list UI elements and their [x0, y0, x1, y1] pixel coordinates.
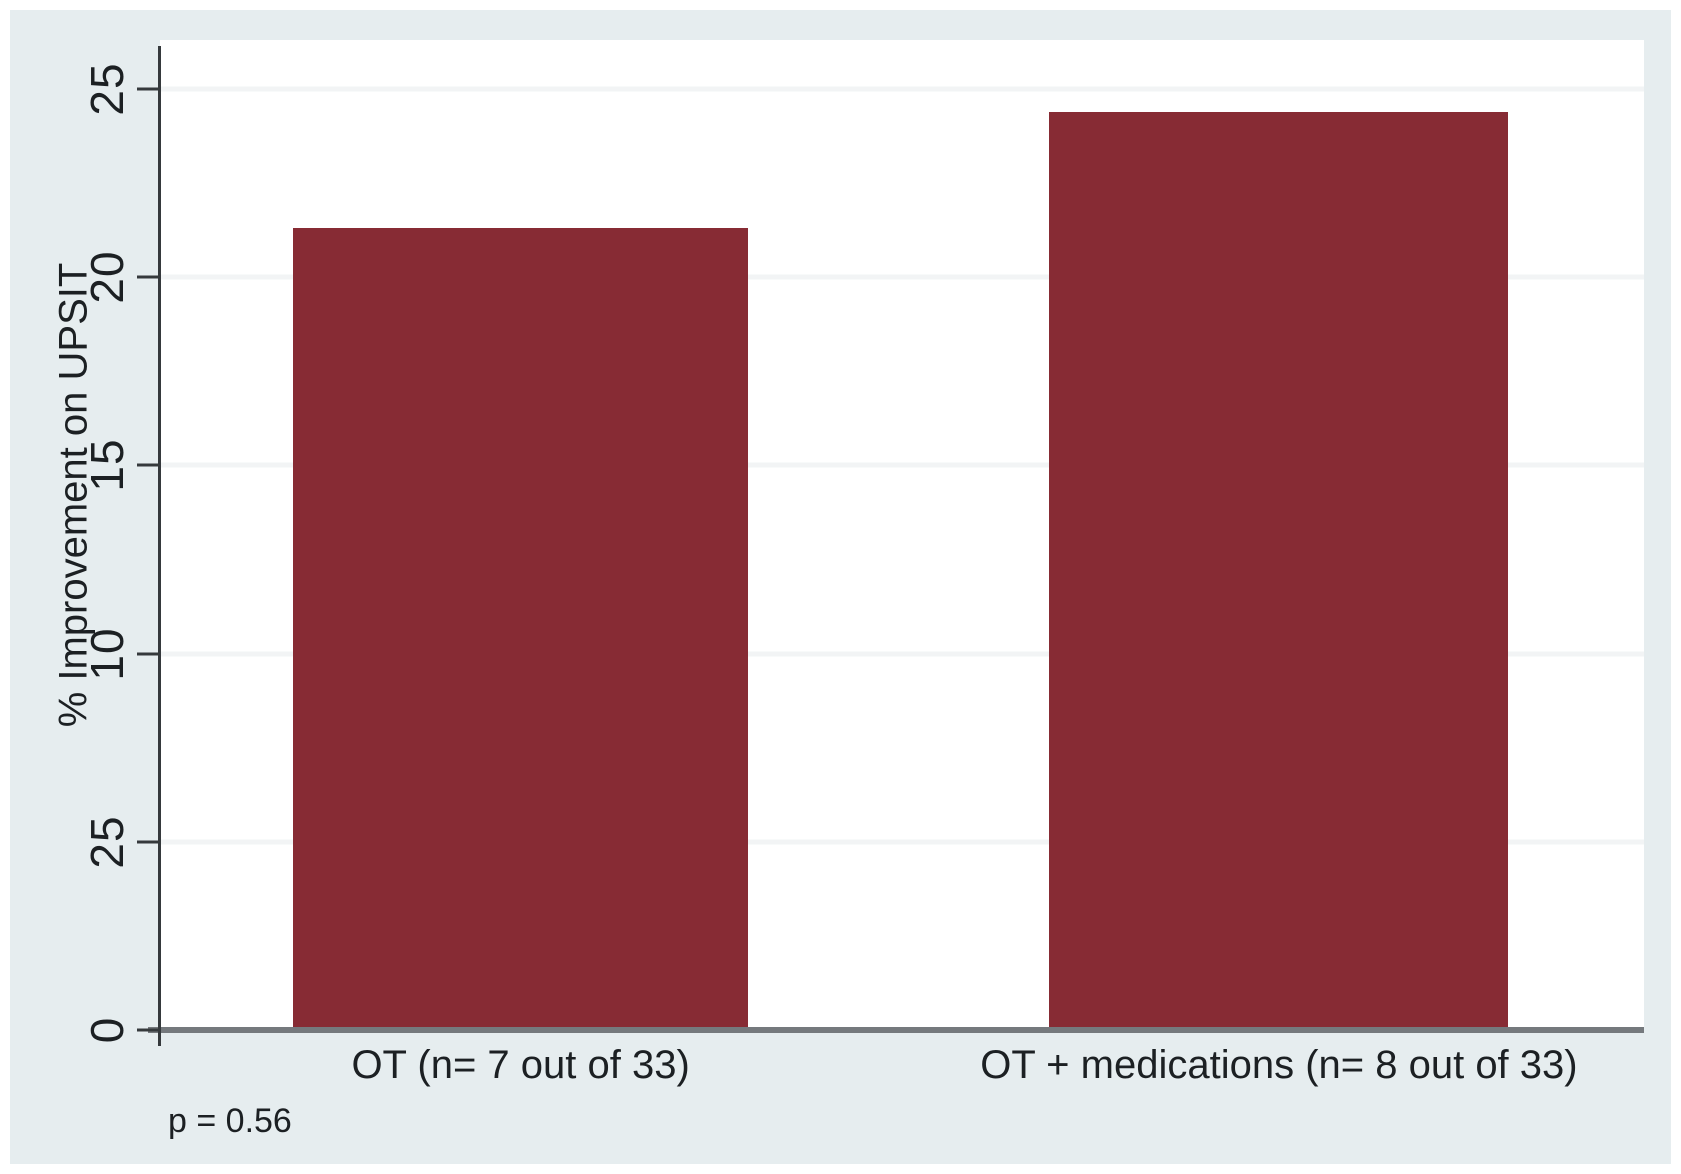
y-tick-label: 0: [81, 1016, 133, 1044]
x-category-label: OT (n= 7 out of 33): [351, 1043, 690, 1087]
x-axis-line: [148, 1027, 1644, 1033]
y-tick-label: 25: [81, 815, 133, 869]
y-axis-title: % Improvement on UPSIT: [51, 262, 96, 728]
y-axis-line: [158, 46, 161, 1046]
figure-panel: 0 25 10 15 20 25 % Improvement on UPSIT OT (n…: [10, 10, 1671, 1164]
y-tick-mark: [137, 463, 160, 467]
gridline: [160, 462, 1644, 468]
x-category-label: OT + medications (n= 8 out of 33): [980, 1043, 1578, 1087]
p-value-annotation: p = 0.56: [168, 1102, 292, 1140]
gridline: [160, 651, 1644, 657]
y-tick-mark: [137, 652, 160, 656]
y-tick-label: 25: [81, 62, 133, 116]
bar-2: [1049, 111, 1509, 1030]
gridline: [160, 86, 1644, 92]
bar-1: [293, 228, 749, 1030]
y-tick-mark: [137, 275, 160, 279]
plot-area: [160, 40, 1644, 1030]
y-tick-mark: [137, 87, 160, 91]
y-tick-mark: [137, 840, 160, 844]
gridline: [160, 839, 1644, 845]
y-tick-mark: [137, 1028, 160, 1032]
gridline: [160, 274, 1644, 280]
